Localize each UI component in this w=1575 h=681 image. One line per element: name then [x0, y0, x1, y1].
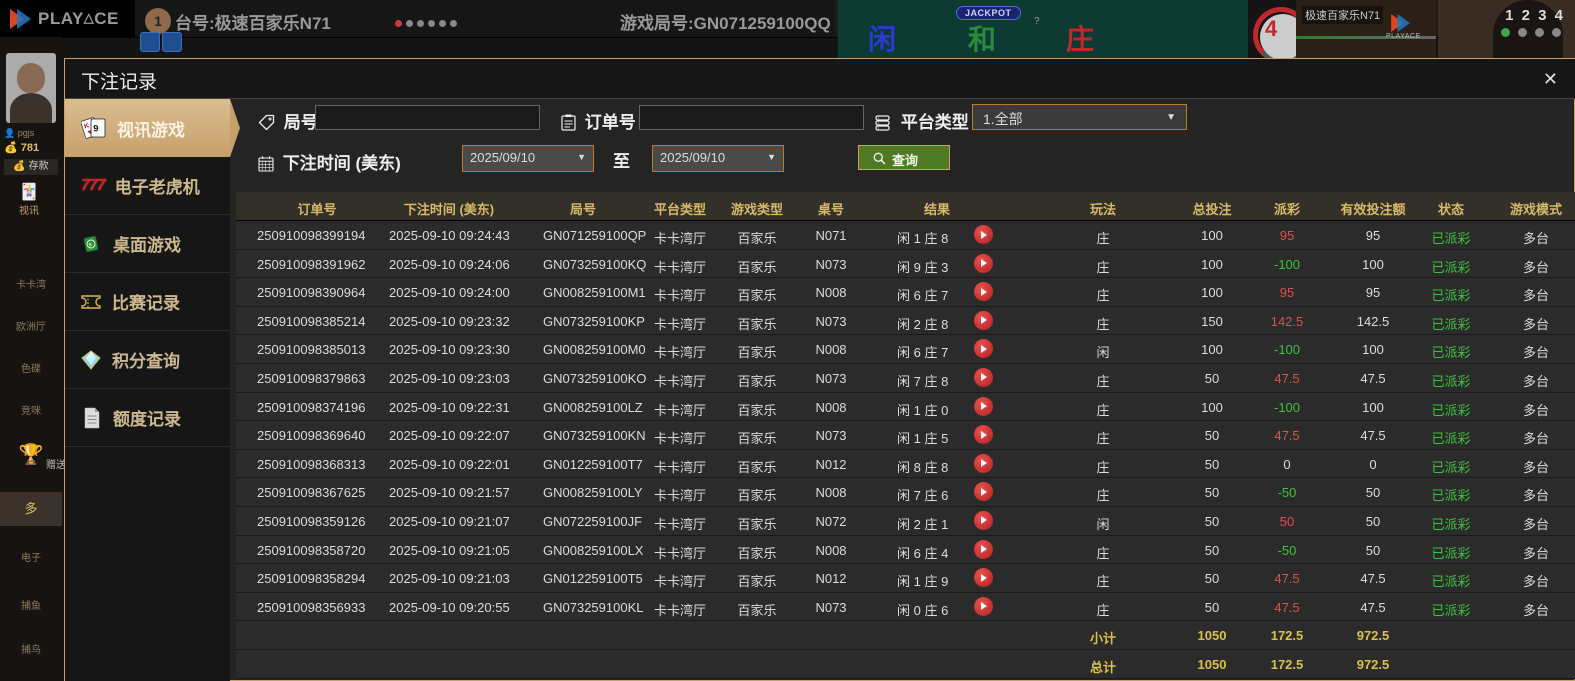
svg-text:9: 9 [93, 124, 98, 135]
